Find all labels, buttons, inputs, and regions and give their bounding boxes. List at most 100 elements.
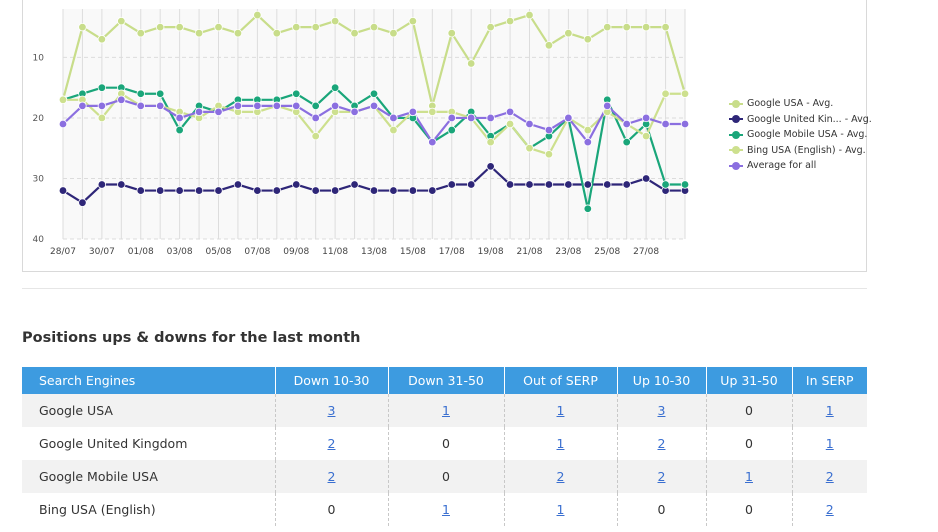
count-cell: 1 <box>504 493 618 526</box>
header-up-31-50[interactable]: Up 31-50 <box>706 367 793 394</box>
legend-swatch <box>729 115 743 124</box>
data-point-series-0 <box>350 29 359 38</box>
y-tick-label: 10 <box>33 53 45 63</box>
count-cell: 0 <box>388 460 505 493</box>
count-value: 0 <box>745 403 753 418</box>
count-cell: 2 <box>275 427 389 460</box>
data-point-series-4 <box>583 137 593 147</box>
data-point-series-1 <box>175 186 184 195</box>
data-point-series-1 <box>194 186 204 195</box>
data-point-series-2 <box>330 83 340 92</box>
count-cell: 2 <box>617 460 707 493</box>
legend-item[interactable]: Google United Kin... - Avg. <box>729 112 872 128</box>
count-link[interactable]: 1 <box>442 403 450 418</box>
table-header-row: Search Engines Down 10-30 Down 31-50 Out… <box>22 367 867 394</box>
legend-item[interactable]: Google Mobile USA - Avg. <box>729 127 872 143</box>
count-link[interactable]: 1 <box>745 469 753 484</box>
header-out-of-serp[interactable]: Out of SERP <box>504 367 618 394</box>
data-point-series-4 <box>97 101 107 111</box>
header-search-engines[interactable]: Search Engines <box>22 367 276 394</box>
positions-line-chart: 10 20 30 40 28/07 30/07 01/08 03/08 05/08 07/08 09… <box>33 9 690 257</box>
data-point-series-1 <box>466 180 476 189</box>
x-tick-label: 09/08 <box>283 247 309 257</box>
data-point-series-0 <box>661 22 670 32</box>
data-point-series-4 <box>117 95 126 104</box>
count-link[interactable]: 3 <box>657 403 666 418</box>
data-point-series-2 <box>369 89 379 98</box>
legend-swatch <box>729 146 743 155</box>
data-point-series-4 <box>603 101 612 111</box>
count-link[interactable]: 2 <box>327 436 336 451</box>
count-link[interactable]: 2 <box>657 469 666 484</box>
x-tick-label: 19/08 <box>478 247 504 257</box>
data-point-series-0 <box>233 29 243 38</box>
header-up-10-30[interactable]: Up 10-30 <box>617 367 707 394</box>
positions-chart-panel: 10 20 30 40 28/07 30/07 01/08 03/08 05/08 07/08 09… <box>22 0 872 272</box>
count-cell: 1 <box>706 460 793 493</box>
data-point-series-0 <box>272 29 282 38</box>
section-title: Positions ups & downs for the last month <box>22 330 361 346</box>
count-cell: 0 <box>706 493 793 526</box>
data-point-series-4 <box>58 119 68 129</box>
count-link[interactable]: 1 <box>442 502 450 517</box>
count-link[interactable]: 2 <box>825 502 834 517</box>
data-point-series-4 <box>525 119 534 129</box>
header-in-serp[interactable]: In SERP <box>792 367 867 394</box>
count-cell: 2 <box>792 493 867 526</box>
legend-item[interactable]: Google USA - Avg. <box>729 96 872 112</box>
count-link[interactable]: 1 <box>825 403 834 418</box>
x-tick-label: 27/08 <box>633 247 659 257</box>
data-point-series-4 <box>564 113 573 123</box>
data-point-series-3 <box>661 89 670 98</box>
y-tick-label: 40 <box>33 235 45 245</box>
count-cell: 0 <box>388 427 505 460</box>
legend-label: Average for all <box>747 160 817 172</box>
count-link[interactable]: 2 <box>327 469 336 484</box>
data-point-series-2 <box>661 180 670 189</box>
data-point-series-0 <box>136 29 145 38</box>
data-point-series-1 <box>447 180 456 189</box>
count-link[interactable]: 2 <box>657 436 666 451</box>
ups-downs-table: Search Engines Down 10-30 Down 31-50 Out… <box>22 367 867 526</box>
data-point-series-3 <box>58 95 68 104</box>
data-point-series-4 <box>136 101 145 111</box>
data-point-series-0 <box>408 16 418 26</box>
legend-label: Google Mobile USA - Avg. <box>747 129 868 141</box>
x-tick-label: 28/07 <box>50 247 76 257</box>
count-link[interactable]: 1 <box>556 502 565 517</box>
count-cell: 0 <box>617 493 707 526</box>
data-point-series-1 <box>622 180 631 189</box>
data-point-series-4 <box>505 107 515 117</box>
data-point-series-0 <box>641 22 651 32</box>
legend-item[interactable]: Bing USA (English) - Avg. <box>729 143 872 159</box>
count-link[interactable]: 2 <box>556 469 565 484</box>
table-row: Google USA 3 1 1 3 0 1 <box>22 394 867 427</box>
count-link[interactable]: 1 <box>556 436 565 451</box>
data-point-series-0 <box>389 29 398 38</box>
data-point-series-4 <box>428 137 437 147</box>
data-point-series-2 <box>311 101 320 111</box>
count-link[interactable]: 1 <box>556 403 565 418</box>
legend-item[interactable]: Average for all <box>729 158 872 174</box>
header-down-10-30[interactable]: Down 10-30 <box>275 367 389 394</box>
data-point-series-1 <box>564 180 573 189</box>
count-link[interactable]: 1 <box>825 436 834 451</box>
legend-swatch <box>729 99 743 108</box>
count-cell: 0 <box>706 394 793 427</box>
data-point-series-1 <box>641 174 651 183</box>
count-cell: 1 <box>388 394 505 427</box>
data-point-series-1 <box>525 180 534 189</box>
engine-name-cell: Google USA <box>22 394 276 427</box>
data-point-series-4 <box>311 113 320 123</box>
x-tick-label: 15/08 <box>400 247 426 257</box>
count-cell: 2 <box>792 460 867 493</box>
data-point-series-3 <box>544 150 554 159</box>
count-link[interactable]: 3 <box>327 403 336 418</box>
data-point-series-4 <box>194 107 204 117</box>
data-point-series-1 <box>136 186 145 195</box>
count-link[interactable]: 2 <box>825 469 834 484</box>
x-tick-label: 07/08 <box>244 247 270 257</box>
x-tick-label: 05/08 <box>206 247 232 257</box>
engine-name-cell: Google United Kingdom <box>22 427 276 460</box>
header-down-31-50[interactable]: Down 31-50 <box>388 367 505 394</box>
